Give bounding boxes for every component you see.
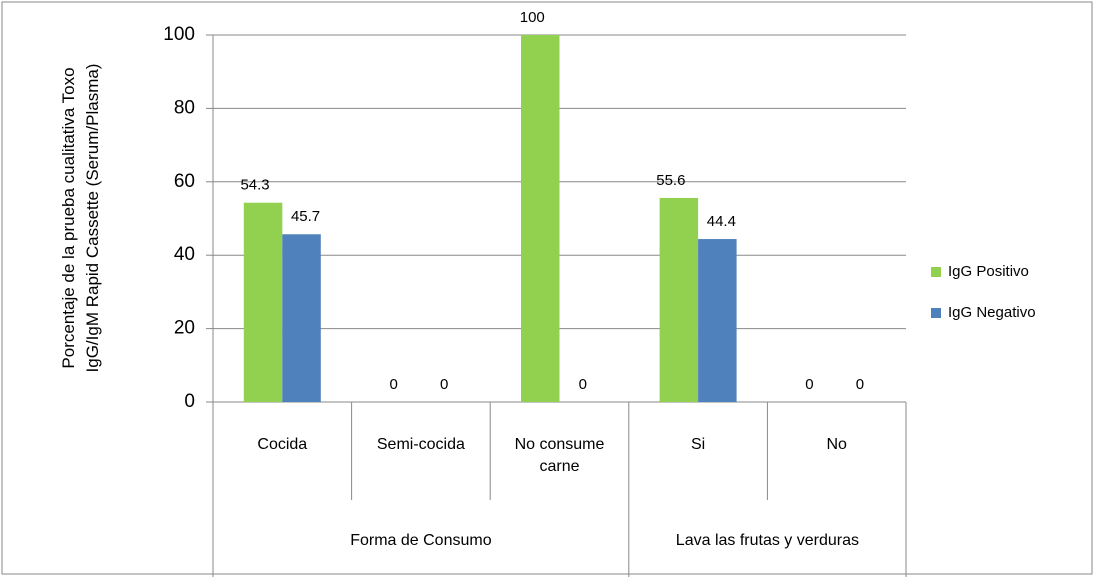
data-label: 100 [520, 9, 545, 26]
data-label: 0 [579, 376, 587, 393]
bar [659, 197, 699, 402]
y-tick-label: 100 [163, 24, 195, 45]
x-tick-label: No consume carne [514, 436, 605, 475]
bar [243, 202, 283, 402]
x-tick-label: No [826, 436, 847, 453]
bar [521, 35, 560, 402]
bar [282, 234, 321, 402]
y-tick-label: 40 [174, 244, 195, 265]
data-label: 0 [805, 376, 813, 393]
data-label: 54.3 [240, 177, 269, 194]
data-label: 0 [440, 376, 448, 393]
y-tick-label: 20 [174, 318, 195, 339]
legend-label: IgG Negativo [948, 304, 1036, 321]
y-tick-label: 80 [174, 97, 195, 118]
legend-swatch [931, 308, 941, 318]
x-tick-label: Semi-cocida [376, 436, 465, 453]
data-label: 45.7 [291, 208, 320, 225]
data-label: 0 [856, 376, 864, 393]
y-tick-label: 60 [174, 171, 195, 192]
legend-label: IgG Positivo [948, 263, 1029, 280]
data-label: 44.4 [707, 213, 736, 230]
legend-swatch [931, 267, 941, 277]
x-tick-label: Cocida [257, 436, 308, 453]
x-tick-label: Si [690, 436, 706, 453]
group-label: Forma de Consumo [350, 532, 491, 549]
y-axis-title-line: Porcentaje de la prueba cualitativa Toxo [59, 67, 78, 368]
y-axis-title: Porcentaje de la prueba cualitativa Toxo… [59, 64, 102, 373]
data-label: 55.6 [656, 172, 685, 189]
bar [698, 239, 737, 402]
group-label: Lava las frutas y verduras [676, 532, 859, 549]
y-tick-label: 0 [184, 391, 195, 412]
data-label: 0 [389, 376, 397, 393]
y-axis-title-line: IgG/IgM Rapid Cassette (Serum/Plasma) [83, 64, 102, 373]
